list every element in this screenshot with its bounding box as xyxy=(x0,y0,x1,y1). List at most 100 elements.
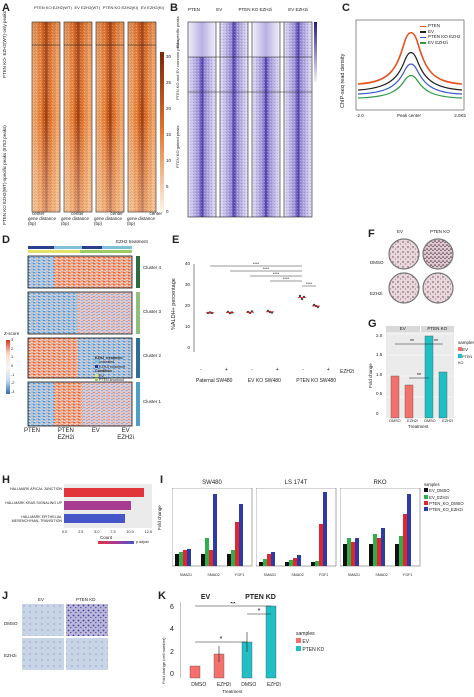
legend-label: EV xyxy=(99,373,104,378)
panel-e-point-group xyxy=(246,310,254,315)
panel-i-plot-rko xyxy=(340,488,421,567)
sig-label: ** xyxy=(230,602,236,608)
panel-a-cbar-tick: 5 xyxy=(166,183,169,189)
panel-letter-j: J xyxy=(2,590,9,602)
panel-g-ytick: 2.0 xyxy=(376,333,383,338)
panel-c-legend-item: PTEN xyxy=(420,23,461,29)
panel-c-plot xyxy=(355,19,465,111)
panel-a-cbar-tick: 25 xyxy=(166,79,172,85)
legend-label: EV xyxy=(302,639,310,645)
panel-a-center-2: center xyxy=(71,211,84,216)
panel-g-yticks: 2.0 1.5 1.0 0.5 0 xyxy=(376,333,383,416)
legend-title: Condition xyxy=(95,369,112,374)
legend-title: samples xyxy=(458,340,474,345)
panel-k-yticks: 6 4 2 0 xyxy=(170,604,174,678)
panel-a-axis-labels: gene distance (bp) gene distance (bp) ge… xyxy=(28,216,160,226)
sig-label: **** xyxy=(273,271,280,276)
legend-swatch xyxy=(95,364,98,368)
panel-d-xlabel: EV xyxy=(91,428,100,434)
legend-item: EV xyxy=(296,638,324,646)
panel-k-ytick: 0 xyxy=(170,670,174,678)
panel-i-ylabel: Fold change xyxy=(157,505,162,530)
panel-a-col-3: PTEN KO EZH2(KI) xyxy=(102,5,139,10)
legend-item: untreated xyxy=(95,360,125,364)
legend-label: EV EZH2i xyxy=(428,39,448,45)
panel-d-zscore-ticks: 3 2 1 0 -1 -2 -3 xyxy=(11,338,15,395)
panel-letter-d: D xyxy=(2,234,10,246)
panel-e-group: PTEN KO SW480 xyxy=(296,378,336,384)
panel-g-xlabel: DMSO xyxy=(424,419,436,423)
panel-k-ytick: 4 xyxy=(170,626,174,634)
legend-label: PTEN KO EZH2 xyxy=(428,34,461,39)
well-ev-dmso xyxy=(388,238,420,270)
panel-d-cluster-sidebars xyxy=(136,256,140,426)
panel-a-cbar-tick: 20 xyxy=(166,105,172,111)
panel-k-bar-ev-dmso xyxy=(189,665,201,679)
panel-e-sig-brackets xyxy=(210,265,316,287)
panel-k-ytick: 2 xyxy=(170,648,174,656)
sig-label: * xyxy=(258,608,261,615)
legend-item: PTEN KO xyxy=(458,353,474,368)
panel-k-xtitle: Treatment xyxy=(222,689,243,694)
panel-g-sig-labels: ** ** ** xyxy=(410,339,438,379)
panel-j-row-dmso: DMSO xyxy=(4,621,18,626)
panel-b-heatmap-col-2 xyxy=(220,22,248,217)
legend-label: PTEN KO xyxy=(458,354,473,366)
legend-label: PTEN knockout xyxy=(99,378,124,383)
panel-h-bar-1 xyxy=(64,488,144,497)
sig-label: **** xyxy=(283,276,290,281)
panel-g-ytick: 0.5 xyxy=(376,391,383,397)
panel-k-header-ev: EV xyxy=(200,594,211,601)
panel-j-col-ptenkd: PTEN KD xyxy=(76,597,96,602)
panel-e-ytick: 10 xyxy=(184,323,190,329)
panel-b-col-2: EV xyxy=(216,7,223,12)
panel-d-top-label: EZH2 treatment xyxy=(116,239,148,244)
legend-label: EV xyxy=(462,346,469,352)
gene-label: FGF1 xyxy=(319,573,329,577)
panel-c-xtick: 2.0Kb xyxy=(454,113,466,118)
panel-b-heatmap-col-4 xyxy=(284,22,312,217)
panel-i-genes-ls174t: SMAD1 SMAD2 FGF1 xyxy=(256,573,336,578)
sig-label: * xyxy=(220,636,223,643)
panel-e-point-group xyxy=(298,294,306,301)
panel-d-zscore-label: Z-score xyxy=(4,331,20,336)
panel-e-group: Paternal SW480 xyxy=(196,378,233,384)
legend-swatch xyxy=(458,353,462,358)
panel-letter-i: I xyxy=(160,474,164,486)
panel-d-cluster-1: Cluster 1 xyxy=(143,399,162,404)
panel-b-row-label-2: PTEN KO and EV common peaks xyxy=(175,39,180,100)
zscore-tick: -3 xyxy=(11,390,15,395)
legend-title: EZH2_treatment xyxy=(95,356,123,360)
panel-letter-b: B xyxy=(170,2,178,14)
panel-h-plot xyxy=(64,484,152,528)
panel-a-center-labels: center center center center xyxy=(32,211,162,217)
panel-e-plot: **** **** **** **** **** xyxy=(193,261,320,352)
panel-letter-g: G xyxy=(368,318,377,330)
panel-k-plot: ** * * xyxy=(180,602,277,679)
legend-swatch xyxy=(420,42,426,44)
panel-h-xtick: 0.0 xyxy=(62,530,68,534)
panel-b-row-labels: EV-specific peaks PTEN KO and EV common … xyxy=(175,16,184,218)
panel-a-axis-2: gene distance (bp) xyxy=(61,216,90,226)
panel-h-xtick: 2.5 xyxy=(78,530,84,534)
gene-label: FGF1 xyxy=(403,573,413,577)
panel-e-ytick: 0 xyxy=(187,344,190,350)
panel-g-bar-ptenko-dmso xyxy=(424,335,434,419)
image-ptenkd-ezh2i xyxy=(66,638,108,670)
legend-label: PTEN KD xyxy=(302,647,325,653)
panel-a-axis-3: gene distance (bp) xyxy=(94,216,123,226)
panel-a-col-1: PTEN KO EZH2(WT) xyxy=(34,5,72,10)
legend-swatch xyxy=(420,31,426,33)
panel-a-colorbar-ticks: 30 25 20 15 10 5 0 xyxy=(166,54,172,215)
panel-d-cluster-4: Cluster 4 xyxy=(143,265,162,270)
panel-g-ylabel: Fold change xyxy=(368,363,373,388)
legend-swatch xyxy=(420,25,426,27)
panel-c-legend: PTEN EV PTEN KO EZH2 EV EZH2i xyxy=(420,23,461,45)
panel-h-xtick: 10.0 xyxy=(126,530,134,534)
legend-label: EV_DMSO xyxy=(429,488,450,494)
panel-j-images xyxy=(22,604,108,670)
panel-letter-k: K xyxy=(158,590,166,602)
legend-swatch xyxy=(95,373,98,377)
legend-title: samples xyxy=(424,482,440,487)
gene-label: SMAD2 xyxy=(291,573,304,577)
